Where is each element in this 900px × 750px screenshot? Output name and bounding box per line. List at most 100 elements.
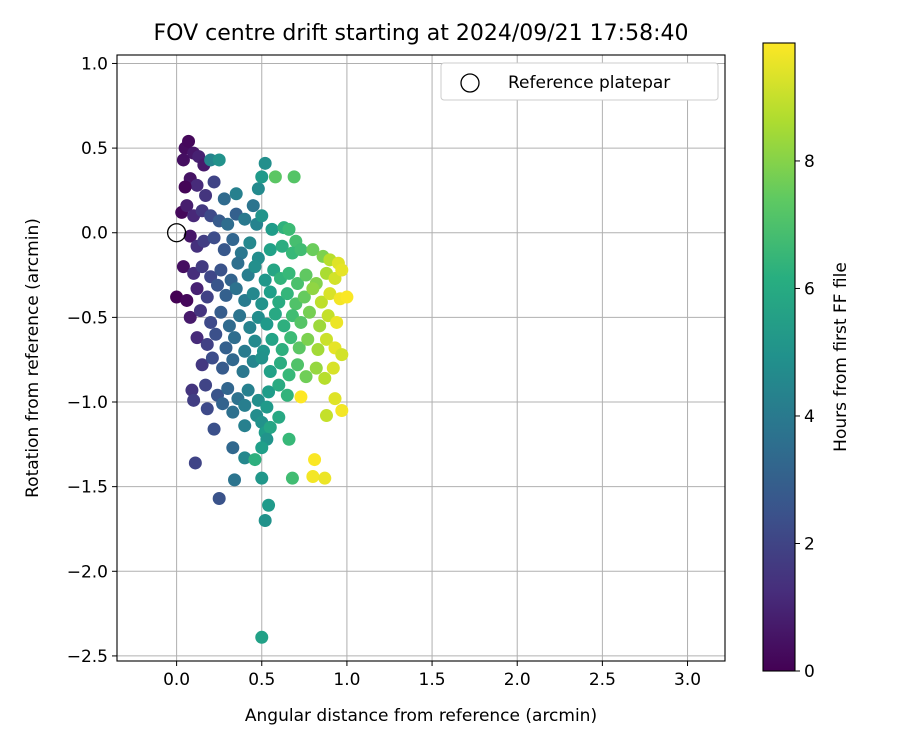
data-point [292,341,306,355]
x-tick-label: 1.0 [333,670,360,690]
data-point [228,331,242,345]
data-point [309,361,323,375]
y-tick-label: 1.0 [81,54,108,74]
data-point [238,419,252,433]
data-point [241,383,255,397]
data-point [255,630,269,644]
colorbar-tick-label: 0 [804,662,815,682]
x-tick-label: 0.0 [163,670,190,690]
data-point [335,348,349,362]
data-point [214,263,228,277]
data-point [214,305,228,319]
y-tick-label: −2.5 [67,647,108,667]
data-point [275,343,289,357]
plot-frame [116,54,726,662]
data-point [238,451,252,465]
data-point [209,327,223,341]
data-point [221,381,235,395]
data-point [246,199,260,213]
data-point [265,332,279,346]
data-point [216,397,230,411]
data-point [255,170,269,184]
data-point [170,290,184,304]
data-point [268,307,282,321]
data-point [291,358,305,372]
data-point [313,319,327,333]
data-point [248,260,262,274]
data-point [219,288,233,302]
data-point [193,304,207,318]
data-point [190,331,204,345]
data-point [176,260,190,274]
data-point [231,256,245,270]
data-point [258,156,272,170]
data-point [328,392,342,406]
data-point [248,453,262,467]
x-axis-ticks: 0.0 0.5 1.0 1.5 2.0 2.5 3.0 [163,661,701,690]
data-point [263,285,277,299]
data-point [226,353,240,367]
data-point [285,471,299,485]
data-point [205,351,219,365]
legend-entry-reference: Reference platepar [508,73,670,93]
data-point [210,278,224,292]
data-point [282,222,296,236]
reference-platepar-marker [166,223,187,243]
y-tick-label: 0.0 [81,224,108,244]
data-point [238,398,252,412]
data-point [284,331,298,345]
data-point [294,243,308,257]
x-tick-label: 0.5 [248,670,275,690]
data-point [265,222,279,236]
data-point [216,361,230,375]
data-point [260,400,274,414]
data-point [199,188,213,202]
data-point [207,231,221,245]
data-point [302,305,316,319]
data-point [246,287,260,301]
data-point [280,287,294,301]
data-point [318,471,332,485]
data-point [217,192,231,206]
data-point [222,319,236,333]
data-point [263,243,277,257]
data-point [262,385,276,399]
data-point [319,332,333,346]
data-point [314,295,328,309]
data-point [277,319,291,333]
data-point [268,170,282,184]
colorbar-gradient [762,42,796,672]
data-point [294,315,308,329]
data-point [297,290,311,304]
data-point [200,337,214,351]
x-tick-label: 2.0 [504,670,531,690]
data-point [221,217,235,231]
data-point [308,453,322,467]
data-point [323,287,337,301]
data-point [229,282,243,296]
data-point [183,229,197,243]
data-point [207,175,221,189]
data-point [200,402,214,416]
x-tick-label: 2.5 [589,670,616,690]
data-point [234,246,248,260]
data-point [190,178,204,192]
colorbar: 0 2 4 6 8 Hours from first FF file [762,42,851,682]
data-point [228,473,242,487]
data-point [262,498,276,512]
data-point [306,282,320,296]
x-tick-label: 1.5 [419,670,446,690]
data-point [199,378,213,392]
data-point [212,153,226,167]
data-point [319,409,333,423]
data-point [238,212,252,226]
data-point [335,263,349,277]
data-point [301,332,315,346]
data-point [255,209,269,223]
data-point [330,315,344,329]
y-tick-label: −2.0 [67,562,108,582]
data-point [226,233,240,247]
data-point [233,309,247,323]
data-point [207,422,221,436]
